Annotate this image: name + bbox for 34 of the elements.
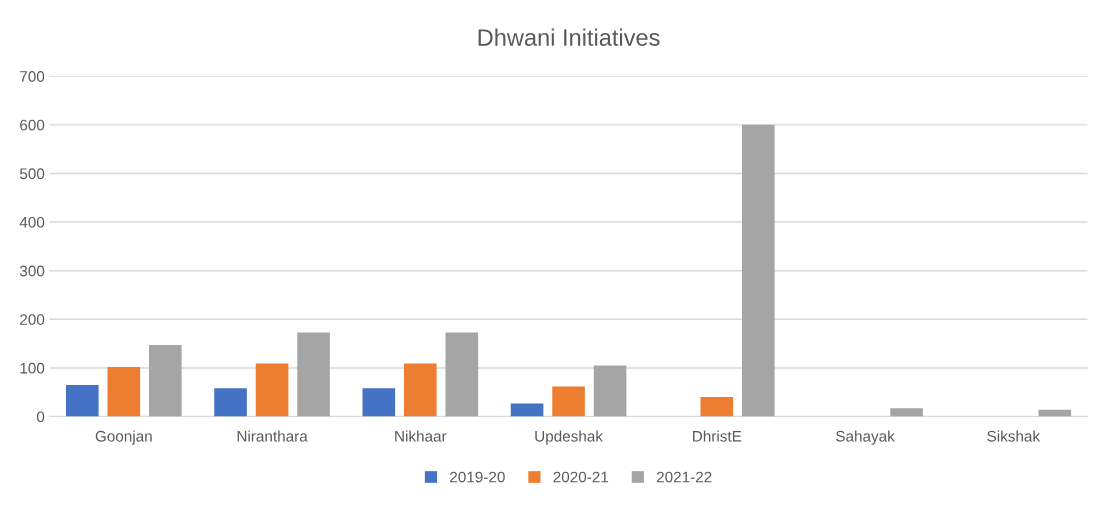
bar <box>890 408 923 417</box>
bar <box>742 124 775 417</box>
x-tick-label: Sikshak <box>987 430 1041 442</box>
bar <box>362 388 396 417</box>
bar <box>552 386 585 417</box>
x-tick-label: DhristE <box>693 430 742 442</box>
x-tick-label: Nikhaar <box>395 430 447 442</box>
x-tick-label: Niranthara <box>237 430 308 442</box>
legend-label: 2021-22 <box>656 471 712 483</box>
y-tick-label: 500 <box>19 168 45 180</box>
bar <box>65 384 99 417</box>
bar <box>149 345 182 417</box>
y-tick-label: 600 <box>20 119 45 131</box>
legend-label: 2019-20 <box>450 471 505 483</box>
bar <box>700 397 734 417</box>
x-tick-label: Updeshak <box>535 430 603 445</box>
y-tick-label: 700 <box>20 71 45 82</box>
chart-title: Dhwani Initiatives <box>478 28 660 46</box>
x-tick-label: Sahayak <box>836 430 895 445</box>
y-tick-label: 100 <box>20 362 45 374</box>
bar <box>404 363 437 417</box>
y-tick-label: 200 <box>20 314 45 325</box>
y-tick-label: 400 <box>19 216 45 228</box>
bar <box>107 366 141 417</box>
y-tick-label: 300 <box>19 265 45 277</box>
bar <box>593 365 627 417</box>
bar <box>445 332 479 417</box>
y-tick-label: 0 <box>36 411 45 423</box>
x-tick-label: Goonjan <box>95 430 152 445</box>
legend-label: 2020-21 <box>553 471 609 483</box>
bar <box>297 332 330 417</box>
bar <box>255 363 289 417</box>
bar <box>510 403 544 417</box>
bar <box>214 388 247 417</box>
